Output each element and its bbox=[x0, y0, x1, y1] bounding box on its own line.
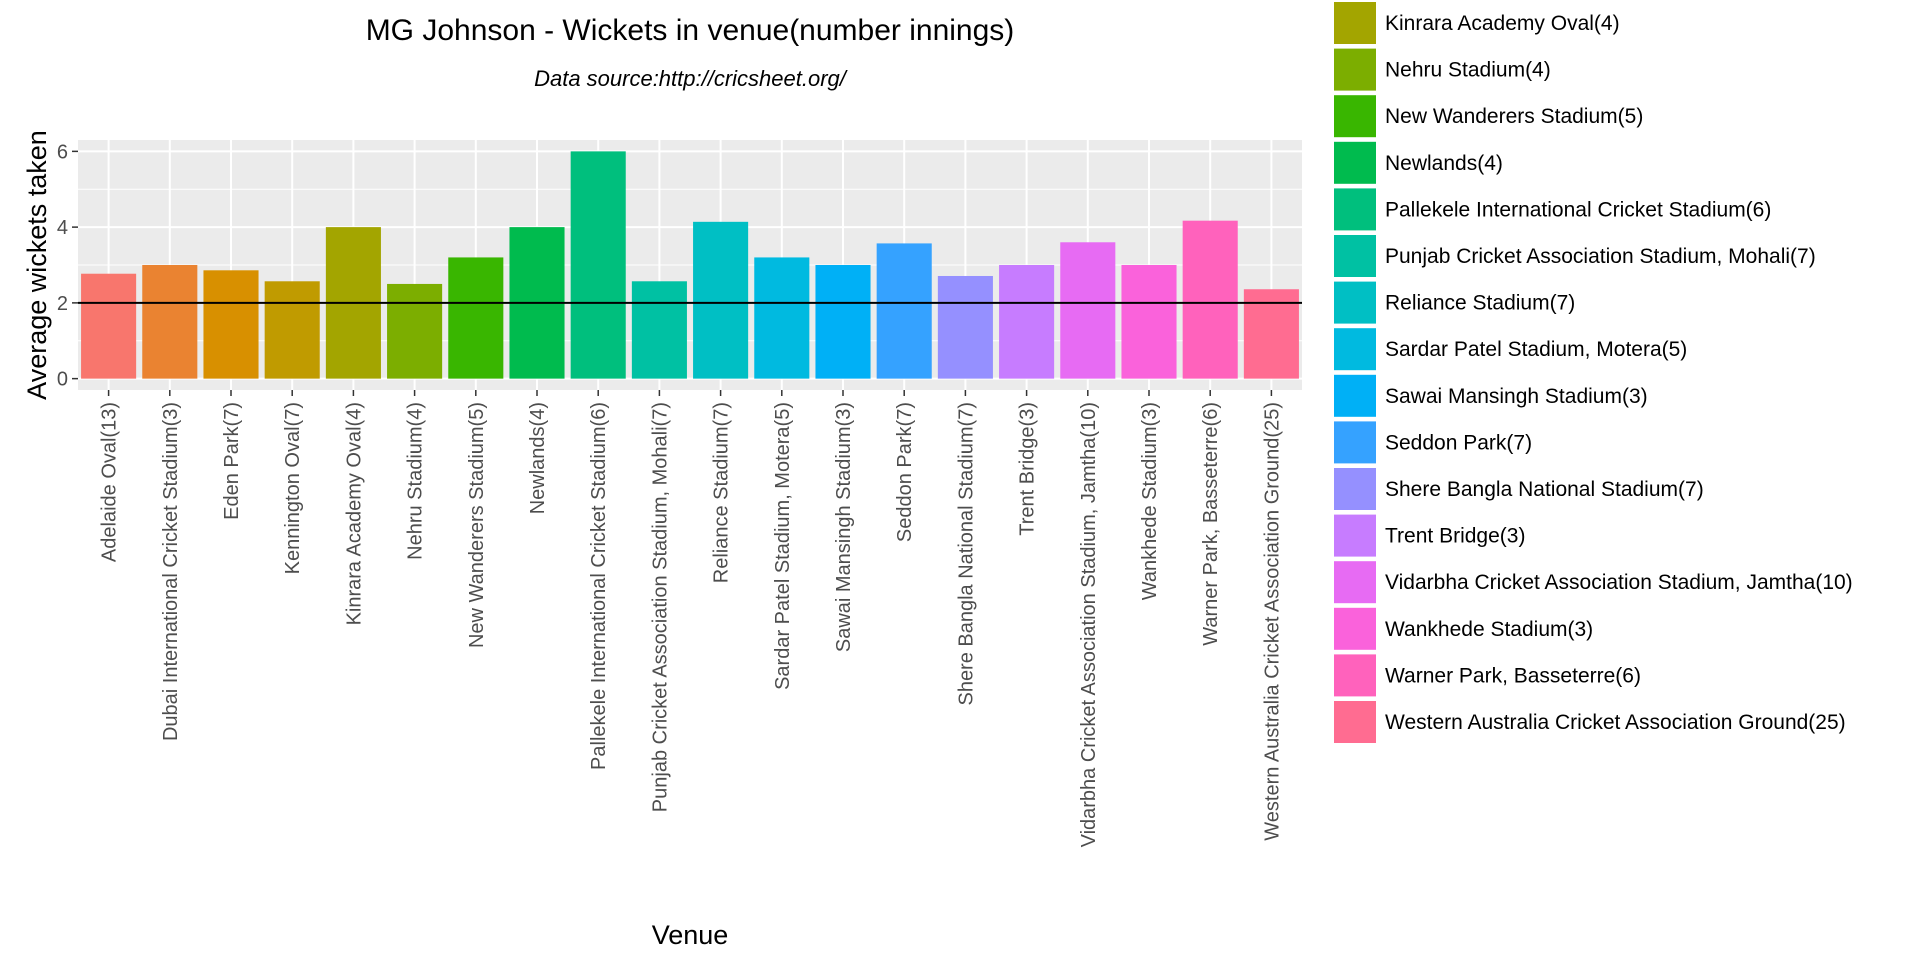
x-tick-label: Nehru Stadium(4) bbox=[405, 402, 427, 560]
x-tick-label: Dubai International Cricket Stadium(3) bbox=[160, 402, 182, 741]
bar bbox=[631, 281, 687, 379]
x-tick-label: Warner Park, Basseterre(6) bbox=[1200, 402, 1222, 646]
legend-key bbox=[1334, 141, 1376, 184]
bar bbox=[999, 265, 1055, 379]
bar bbox=[693, 221, 749, 379]
bar bbox=[448, 257, 504, 379]
legend-key bbox=[1334, 607, 1376, 650]
x-tick-label: Sawai Mansingh Stadium(3) bbox=[833, 402, 855, 652]
x-tick-label: Kennington Oval(7) bbox=[282, 402, 304, 574]
legend-key bbox=[1334, 654, 1376, 697]
legend-label: Kinrara Academy Oval(4) bbox=[1385, 12, 1620, 35]
bar bbox=[264, 281, 320, 379]
x-tick-label: Sardar Patel Stadium, Motera(5) bbox=[772, 402, 794, 690]
legend-key bbox=[1334, 328, 1376, 371]
bar bbox=[142, 265, 198, 379]
bar bbox=[387, 283, 443, 379]
bar bbox=[815, 265, 871, 379]
legend-key bbox=[1334, 421, 1376, 464]
legend-label: New Wanderers Stadium(5) bbox=[1385, 105, 1643, 128]
legend-key bbox=[1334, 2, 1376, 44]
y-axis: 0 2 4 6 bbox=[57, 141, 78, 391]
x-tick-label: Western Australia Cricket Association Gr… bbox=[1261, 402, 1283, 841]
bars bbox=[81, 151, 1299, 379]
legend-label: Seddon Park(7) bbox=[1385, 431, 1532, 454]
x-tick-label: Pallekele International Cricket Stadium(… bbox=[588, 402, 610, 770]
legend-label: Sawai Mansingh Stadium(3) bbox=[1385, 385, 1648, 408]
y-tick-label: 2 bbox=[57, 293, 68, 315]
chart-title: MG Johnson - Wickets in venue(number inn… bbox=[366, 14, 1015, 47]
legend-label: Sardar Patel Stadium, Motera(5) bbox=[1385, 338, 1687, 361]
legend-label: Nehru Stadium(4) bbox=[1385, 59, 1551, 82]
legend-label: Shere Bangla National Stadium(7) bbox=[1385, 478, 1704, 501]
legend-key bbox=[1334, 561, 1376, 604]
legend-label: Western Australia Cricket Association Gr… bbox=[1385, 711, 1846, 734]
bar bbox=[937, 275, 993, 379]
legend-key bbox=[1334, 374, 1376, 417]
legend-key bbox=[1334, 514, 1376, 557]
legend-key bbox=[1334, 235, 1376, 277]
chart-subtitle: Data source:http://cricsheet.org/ bbox=[534, 66, 848, 91]
legend-label: Trent Bridge(3) bbox=[1385, 525, 1525, 548]
legend-label: Pallekele International Cricket Stadium(… bbox=[1385, 198, 1771, 221]
bar bbox=[1243, 289, 1299, 379]
bar bbox=[754, 257, 810, 379]
legend-key bbox=[1334, 281, 1376, 324]
x-tick-label: Seddon Park(7) bbox=[894, 402, 916, 542]
x-tick-label: Shere Bangla National Stadium(7) bbox=[955, 402, 977, 706]
x-tick-label: Adelaide Oval(13) bbox=[99, 402, 121, 562]
y-axis-title: Average wickets taken bbox=[22, 130, 52, 400]
x-tick-label: Eden Park(7) bbox=[221, 402, 243, 520]
x-tick-label: Newlands(4) bbox=[527, 402, 549, 514]
x-tick-label: Trent Bridge(3) bbox=[1017, 402, 1039, 536]
legend-key bbox=[1334, 48, 1376, 91]
legend: Kinrara Academy Oval(4) Nehru Stadium(4) N… bbox=[1334, 2, 1853, 743]
x-tick-label: Wankhede Stadium(3) bbox=[1139, 402, 1161, 600]
legend-label: Reliance Stadium(7) bbox=[1385, 292, 1575, 315]
legend-label: Wankhede Stadium(3) bbox=[1385, 618, 1593, 641]
y-tick-label: 6 bbox=[57, 141, 68, 163]
y-tick-label: 4 bbox=[57, 217, 68, 239]
x-axis-title: Venue bbox=[652, 920, 729, 950]
x-axis: Adelaide Oval(13) Dubai International Cri… bbox=[99, 390, 1283, 847]
legend-key bbox=[1334, 95, 1376, 138]
x-tick-label: New Wanderers Stadium(5) bbox=[466, 402, 488, 648]
legend-label: Warner Park, Basseterre(6) bbox=[1385, 664, 1641, 687]
x-tick-label: Punjab Cricket Association Stadium, Moha… bbox=[649, 402, 671, 812]
bar bbox=[203, 270, 259, 379]
x-tick-label: Reliance Stadium(7) bbox=[711, 402, 733, 583]
y-tick-label: 0 bbox=[57, 369, 68, 391]
legend-label: Punjab Cricket Association Stadium, Moha… bbox=[1385, 245, 1816, 268]
bar bbox=[876, 243, 932, 379]
bar bbox=[1121, 265, 1177, 379]
legend-key bbox=[1334, 188, 1376, 231]
x-tick-label: Kinrara Academy Oval(4) bbox=[343, 402, 365, 625]
bar bbox=[1182, 220, 1238, 379]
x-tick-label: Vidarbha Cricket Association Stadium, Ja… bbox=[1078, 402, 1100, 847]
bar bbox=[1060, 242, 1116, 379]
bar bbox=[81, 273, 137, 379]
legend-label: Vidarbha Cricket Association Stadium, Ja… bbox=[1385, 571, 1853, 594]
legend-key bbox=[1334, 468, 1376, 510]
bar bbox=[570, 151, 626, 379]
legend-label: Newlands(4) bbox=[1385, 152, 1503, 175]
legend-key bbox=[1334, 701, 1376, 743]
